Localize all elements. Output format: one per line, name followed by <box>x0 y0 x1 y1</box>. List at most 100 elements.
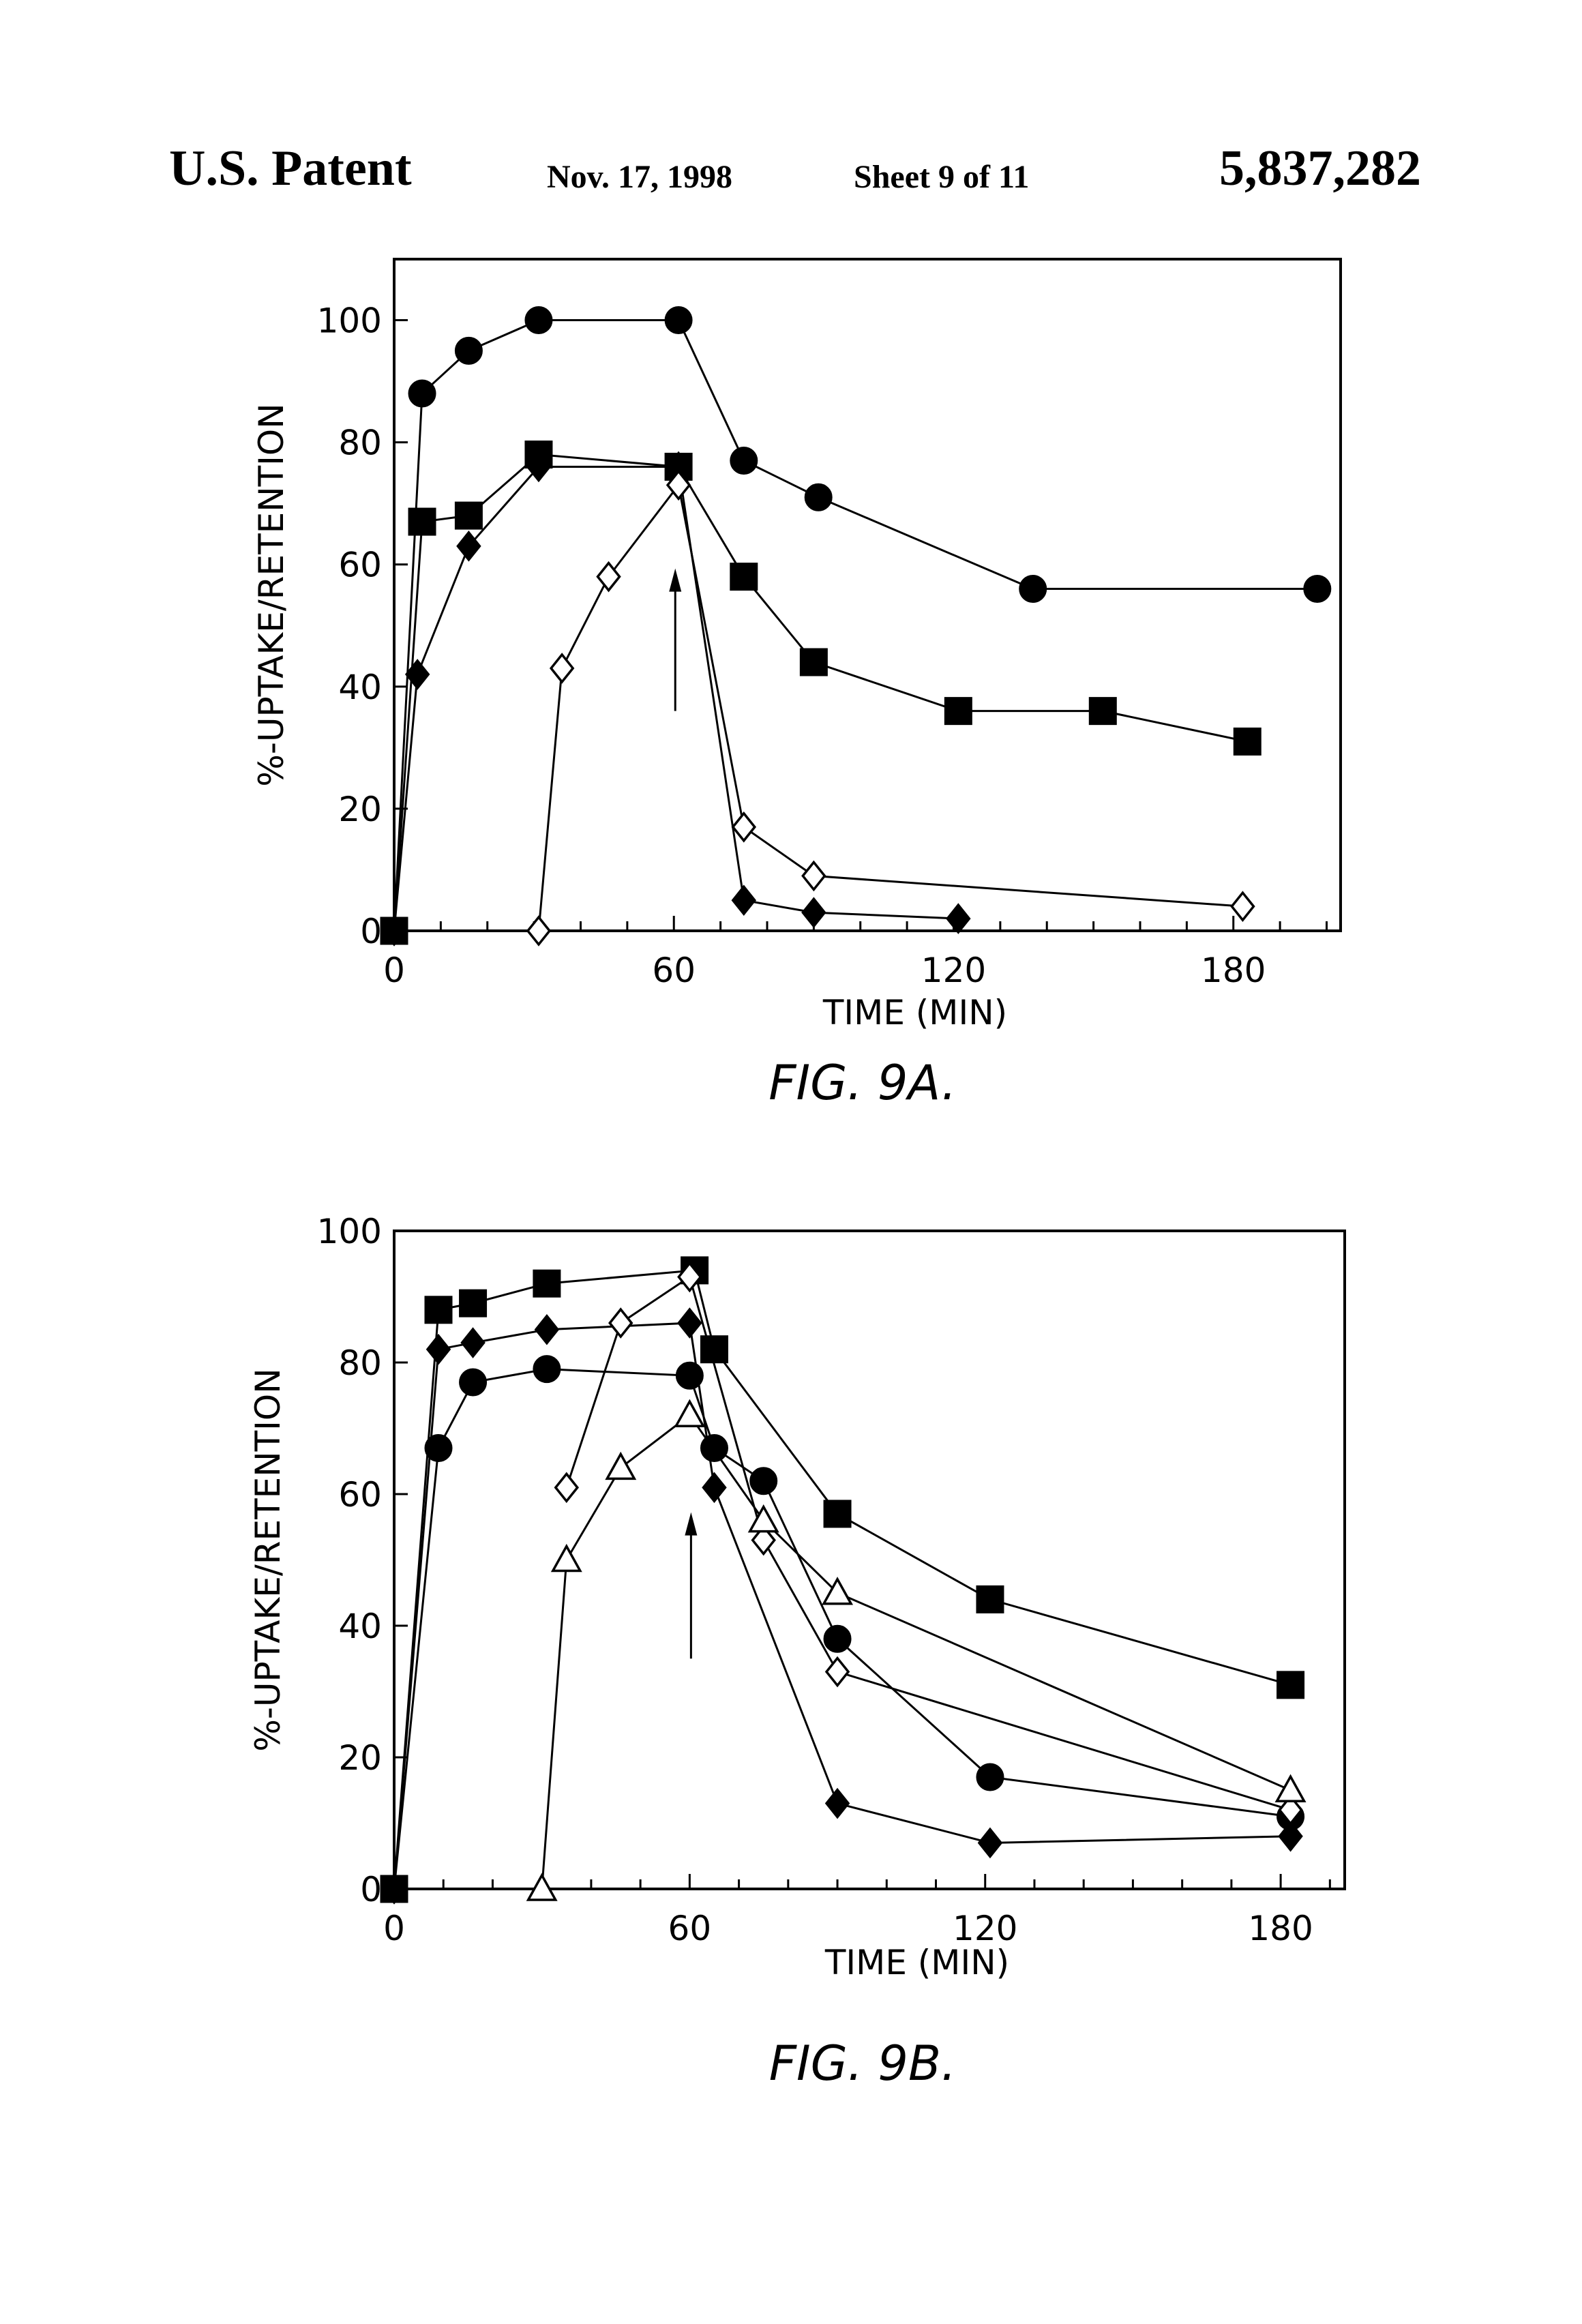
y-tick-label: 60 <box>338 1475 382 1515</box>
series-line <box>393 1368 1291 1890</box>
data-point-square-filled <box>730 563 758 591</box>
series-line <box>393 453 1248 932</box>
data-point-diamond-filled <box>1278 1820 1303 1852</box>
data-point-square-filled <box>944 697 972 726</box>
y-tick-label: 0 <box>360 912 382 951</box>
y-tick-label: 20 <box>338 790 382 829</box>
data-point-triangle-open <box>550 1543 582 1573</box>
series-line <box>393 319 1317 932</box>
data-point-square-filled <box>1088 697 1117 726</box>
data-point-diamond-filled <box>426 1333 451 1365</box>
data-point-circle-filled <box>533 1355 561 1384</box>
figure-caption: FIG. 9A. <box>768 1055 957 1111</box>
data-point-diamond-filled <box>526 451 552 483</box>
series-circle-filled <box>380 306 1332 945</box>
series-line <box>565 1275 1291 1811</box>
series-line <box>393 465 959 932</box>
data-point-diamond-open <box>608 1307 633 1339</box>
plot-frame <box>393 1230 1346 1890</box>
data-point-diamond-filled <box>534 1313 560 1345</box>
y-tick-label: 40 <box>338 1607 382 1646</box>
data-point-square-filled <box>454 501 483 530</box>
data-point-diamond-filled <box>801 897 826 928</box>
data-point-diamond-open <box>801 860 826 892</box>
y-tick-label: 20 <box>338 1738 382 1778</box>
data-point-diamond-filled <box>824 1787 850 1819</box>
arrow-head-icon <box>685 1512 698 1536</box>
data-point-diamond-open <box>677 1261 702 1293</box>
data-point-circle-filled <box>1019 575 1047 604</box>
data-point-diamond-filled <box>702 1472 727 1504</box>
x-tick-label: 120 <box>953 1909 1017 1948</box>
data-point-circle-filled <box>1303 575 1332 604</box>
series-diamond-filled <box>381 451 971 947</box>
x-tick-label: 60 <box>668 1909 712 1948</box>
data-point-circle-filled <box>664 306 693 335</box>
data-point-square-filled <box>823 1500 852 1528</box>
data-point-circle-filled <box>459 1368 488 1397</box>
data-point-diamond-filled <box>460 1327 486 1358</box>
series-line <box>537 482 1243 932</box>
y-axis-label: %-UPTAKE/RETENTION <box>252 403 291 786</box>
series-circle-filled <box>380 1355 1305 1903</box>
data-point-triangle-open <box>1274 1774 1307 1802</box>
y-tick-label: 40 <box>338 668 382 707</box>
data-point-square-filled <box>459 1289 488 1317</box>
figure-caption: FIG. 9B. <box>769 2036 956 2091</box>
patent-date: Nov. 17, 1998 <box>547 159 733 195</box>
y-tick-label: 60 <box>338 546 382 585</box>
data-point-diamond-open <box>751 1524 776 1556</box>
y-axis-label: %-UPTAKE/RETENTION <box>248 1368 288 1751</box>
data-point-circle-filled <box>408 379 436 408</box>
figure-panel-2: 0 60 120 180 0 20 40 60 80 100 TIME (MIN) %-UPTAKE/… <box>248 1212 1346 2091</box>
series-diamond-filled <box>381 1307 1303 1905</box>
data-point-circle-filled <box>454 336 483 365</box>
data-point-square-filled <box>408 507 436 536</box>
data-point-diamond-open <box>666 469 691 501</box>
data-point-circle-filled <box>804 483 833 511</box>
data-point-circle-filled <box>424 1433 453 1462</box>
data-point-circle-filled <box>524 306 553 335</box>
data-point-diamond-open <box>1230 891 1255 922</box>
arrow-head-icon <box>669 568 682 592</box>
data-point-diamond-filled <box>731 884 757 917</box>
data-point-diamond-open <box>554 1472 580 1504</box>
patent-label: U.S. Patent <box>169 140 412 196</box>
data-point-circle-filled <box>823 1624 852 1653</box>
x-axis-label: TIME (MIN) <box>822 993 1007 1032</box>
y-tick-label: 80 <box>338 1343 382 1383</box>
data-point-diamond-open <box>1278 1794 1303 1826</box>
data-point-square-filled <box>1233 727 1262 756</box>
y-tick-label: 0 <box>360 1870 382 1909</box>
y-tick-label: 80 <box>338 423 382 463</box>
data-point-diamond-open <box>731 811 757 843</box>
data-point-square-filled <box>700 1335 728 1364</box>
data-point-diamond-filled <box>977 1827 1003 1859</box>
x-tick-label: 180 <box>1248 1909 1313 1948</box>
data-point-diamond-filled <box>677 1307 702 1339</box>
data-point-square-filled <box>1277 1671 1305 1699</box>
x-tick-label: 0 <box>383 1909 405 1948</box>
sheet-number: Sheet 9 of 11 <box>854 159 1030 195</box>
data-point-diamond-open <box>596 561 621 593</box>
data-point-triangle-open <box>747 1504 779 1533</box>
data-point-square-filled <box>799 648 828 676</box>
patent-number: 5,837,282 <box>1219 140 1421 196</box>
x-tick-label: 0 <box>383 951 405 990</box>
series-triangle-open <box>526 1399 1307 1901</box>
x-tick-label: 180 <box>1201 951 1266 990</box>
data-point-triangle-open <box>605 1451 637 1480</box>
data-point-triangle-open <box>674 1399 706 1427</box>
x-tick-label: 60 <box>652 951 696 990</box>
x-tick-label: 120 <box>921 951 986 990</box>
data-point-diamond-filled <box>456 531 481 562</box>
data-point-diamond-filled <box>404 659 430 690</box>
y-tick-label: 100 <box>317 1212 382 1251</box>
series-diamond-open <box>526 469 1255 947</box>
data-point-square-filled <box>976 1585 1004 1613</box>
data-point-circle-filled <box>749 1467 778 1495</box>
plot-frame <box>393 258 1342 932</box>
data-point-circle-filled <box>730 447 758 475</box>
data-point-square-filled <box>424 1296 453 1324</box>
